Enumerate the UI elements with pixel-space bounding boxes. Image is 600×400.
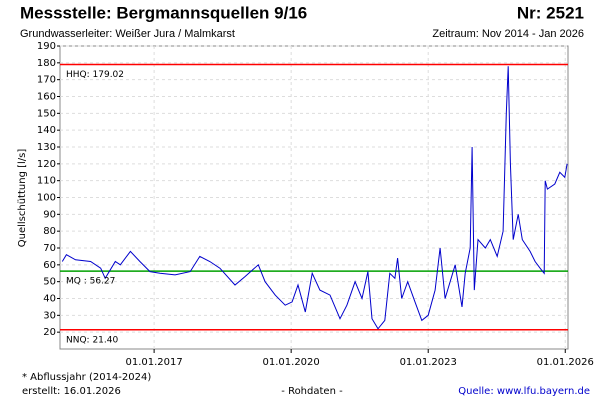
x-tick-label: 01.01.2023 bbox=[400, 357, 457, 368]
source: Quelle: www.lfu.bayern.de bbox=[458, 386, 590, 397]
chart-title: Messstelle: Bergmannsquellen 9/16 bbox=[20, 3, 307, 22]
y-tick-label: 140 bbox=[37, 125, 56, 136]
y-axis-label: Quellschüttung [l/s] bbox=[17, 149, 28, 248]
y-tick-label: 20 bbox=[43, 327, 56, 338]
y-tick-label: 80 bbox=[43, 226, 56, 237]
reference-label: MQ : 56.27 bbox=[66, 277, 115, 287]
y-tick-label: 120 bbox=[37, 159, 56, 170]
y-tick-label: 180 bbox=[37, 58, 56, 69]
subtitle: Grundwasserleiter: Weißer Jura / Malmkar… bbox=[20, 28, 235, 40]
x-tick-label: 01.01.2026 bbox=[537, 357, 594, 368]
x-tick-label: 01.01.2020 bbox=[263, 357, 320, 368]
y-tick-label: 60 bbox=[43, 260, 56, 271]
period: Zeitraum: Nov 2014 - Jan 2026 bbox=[432, 28, 584, 40]
created-date: erstellt: 16.01.2026 bbox=[22, 386, 121, 397]
y-tick-label: 30 bbox=[43, 310, 56, 321]
footnote: * Abflussjahr (2014-2024) bbox=[22, 372, 151, 383]
y-tick-label: 50 bbox=[43, 277, 56, 288]
y-tick-label: 170 bbox=[37, 75, 56, 86]
y-tick-label: 150 bbox=[37, 108, 56, 119]
y-tick-label: 70 bbox=[43, 243, 56, 254]
y-tick-label: 40 bbox=[43, 294, 56, 305]
y-tick-label: 90 bbox=[43, 209, 56, 220]
reference-label: NNQ: 21.40 bbox=[66, 335, 118, 345]
y-tick-label: 100 bbox=[37, 193, 56, 204]
y-tick-label: 190 bbox=[37, 41, 56, 52]
y-tick-label: 160 bbox=[37, 92, 56, 103]
reference-label: HHQ: 179.02 bbox=[66, 70, 124, 80]
y-tick-label: 130 bbox=[37, 142, 56, 153]
station-number: Nr: 2521 bbox=[517, 3, 584, 22]
raw-data-note: - Rohdaten - bbox=[281, 386, 343, 397]
x-tick-label: 01.01.2017 bbox=[125, 357, 182, 368]
y-tick-label: 110 bbox=[37, 176, 56, 187]
data-line bbox=[61, 66, 568, 330]
